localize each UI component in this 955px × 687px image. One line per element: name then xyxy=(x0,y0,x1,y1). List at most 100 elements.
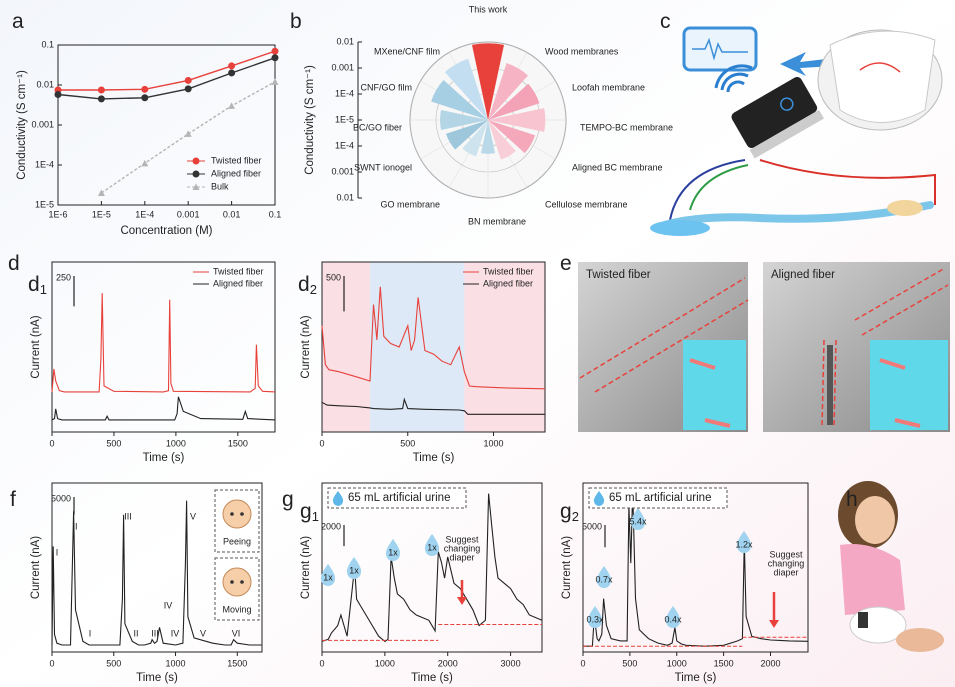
baby-eye xyxy=(240,580,244,584)
polar-bar xyxy=(446,120,488,150)
legend-marker xyxy=(192,157,200,165)
scale-bar-label: 2000 xyxy=(321,521,341,531)
doll-illustration xyxy=(838,481,944,652)
x-tick-label: 0 xyxy=(580,658,585,668)
droplet-icon xyxy=(665,606,681,628)
legend-marker xyxy=(192,170,200,178)
scale-bar-label: 5000 xyxy=(51,493,71,503)
plot-frame xyxy=(321,261,546,433)
current-trace xyxy=(583,489,809,647)
legend-label: Aligned fiber xyxy=(211,168,261,178)
polar-bar xyxy=(431,80,488,120)
panel-label: g xyxy=(282,488,294,511)
micrographs xyxy=(578,262,950,432)
y-tick-label: 0.1 xyxy=(41,39,54,49)
x-axis-label: Time (s) xyxy=(136,672,178,684)
polar-bar xyxy=(488,120,516,160)
droplet-icon xyxy=(593,491,605,506)
polar-bar xyxy=(462,120,488,157)
y-tick-label: 1E-4 xyxy=(35,159,54,169)
panel-label: e xyxy=(560,252,572,275)
panel-letter: g xyxy=(300,500,312,523)
polar-bar xyxy=(444,58,488,120)
panel-subscript: 2 xyxy=(310,282,317,297)
scale-bar-label: 5000 xyxy=(582,521,602,531)
callout-text: 65 mL artificial urine xyxy=(348,492,450,504)
marker xyxy=(141,94,149,102)
warning-arrow-head xyxy=(769,620,779,628)
y-tick-label: 0.001 xyxy=(31,119,54,129)
polar-bar xyxy=(440,110,488,130)
droplet-icon xyxy=(630,508,646,530)
category-label: BC/GO fiber xyxy=(353,122,402,132)
scale-bar-label: 500 xyxy=(326,272,341,282)
panel-letter: g xyxy=(560,500,572,523)
panel-label: h xyxy=(846,488,858,511)
plot-frame xyxy=(582,482,809,653)
annotation: 1x xyxy=(388,547,398,557)
polar-bar xyxy=(472,43,504,120)
annotation: I xyxy=(89,628,92,638)
x-tick-label: 0 xyxy=(319,658,324,668)
x-tick-label: 1E-4 xyxy=(135,209,154,219)
x-tick-label: 1000 xyxy=(166,438,186,448)
panel-label: g1 xyxy=(300,500,319,525)
marker xyxy=(54,90,62,98)
warning-text: changing xyxy=(444,543,481,553)
legend-label: Aligned fiber xyxy=(483,278,533,288)
scale-bar-label: 250 xyxy=(56,272,71,282)
y-axis-label: Current (nA) xyxy=(561,536,573,599)
droplet-icon xyxy=(385,539,401,561)
droplet-icon xyxy=(332,491,344,506)
marker xyxy=(97,189,105,196)
marker xyxy=(228,62,236,70)
plot-frame xyxy=(321,482,543,653)
warning-text: diaper xyxy=(449,552,474,562)
y-axis-label: Current (nA) xyxy=(300,536,312,599)
x-tick-label: 500 xyxy=(400,438,415,448)
droplet-icon xyxy=(736,531,752,553)
panel-label: a xyxy=(12,10,24,33)
annotation: IV xyxy=(164,600,173,610)
y-axis-label: Current (nA) xyxy=(30,536,42,599)
annotation: II xyxy=(72,521,77,531)
annotation: V xyxy=(190,511,196,521)
panel-label: c xyxy=(660,10,671,33)
x-axis-label: Time (s) xyxy=(413,452,455,464)
polar-bar xyxy=(488,83,540,120)
droplet-icon xyxy=(596,566,612,588)
annotation: VI xyxy=(232,628,241,638)
annotation: III xyxy=(124,511,132,521)
x-tick-label: 1500 xyxy=(227,658,247,668)
category-label: Loofah membrane xyxy=(572,82,645,92)
marker xyxy=(271,78,279,85)
legend-label: Bulk xyxy=(211,181,229,191)
warning-text: Suggest xyxy=(769,549,803,559)
panel-letter: d xyxy=(298,273,310,296)
icon-caption: Moving xyxy=(222,604,251,614)
legend-label: Twisted fiber xyxy=(211,155,262,165)
panel-subscript: 2 xyxy=(572,509,579,524)
x-tick-label: 1500 xyxy=(714,658,734,668)
polar-bar xyxy=(488,108,546,132)
y-axis-label: Conductivity (S cm⁻¹) xyxy=(16,70,28,180)
category-label: CNF/GO film xyxy=(361,82,413,92)
x-tick-label: 2000 xyxy=(760,658,780,668)
x-tick-label: 0 xyxy=(49,658,54,668)
r-tick-label: 0.01 xyxy=(336,192,354,202)
warning-text: Suggest xyxy=(445,534,479,544)
r-tick-label: 1E-4 xyxy=(335,140,354,150)
shaded-region xyxy=(370,262,465,432)
warning-arrow-head xyxy=(457,597,467,605)
x-tick-label: 0 xyxy=(319,438,324,448)
marker xyxy=(97,86,105,94)
annotation: IV xyxy=(171,628,180,638)
marker xyxy=(97,95,105,103)
x-axis-label: Time (s) xyxy=(143,452,185,464)
panel-label: d xyxy=(8,252,20,275)
panel-letter: h xyxy=(846,488,858,511)
x-tick-label: 1000 xyxy=(375,658,395,668)
panel-letter: e xyxy=(560,252,572,275)
x-tick-label: 500 xyxy=(106,658,121,668)
